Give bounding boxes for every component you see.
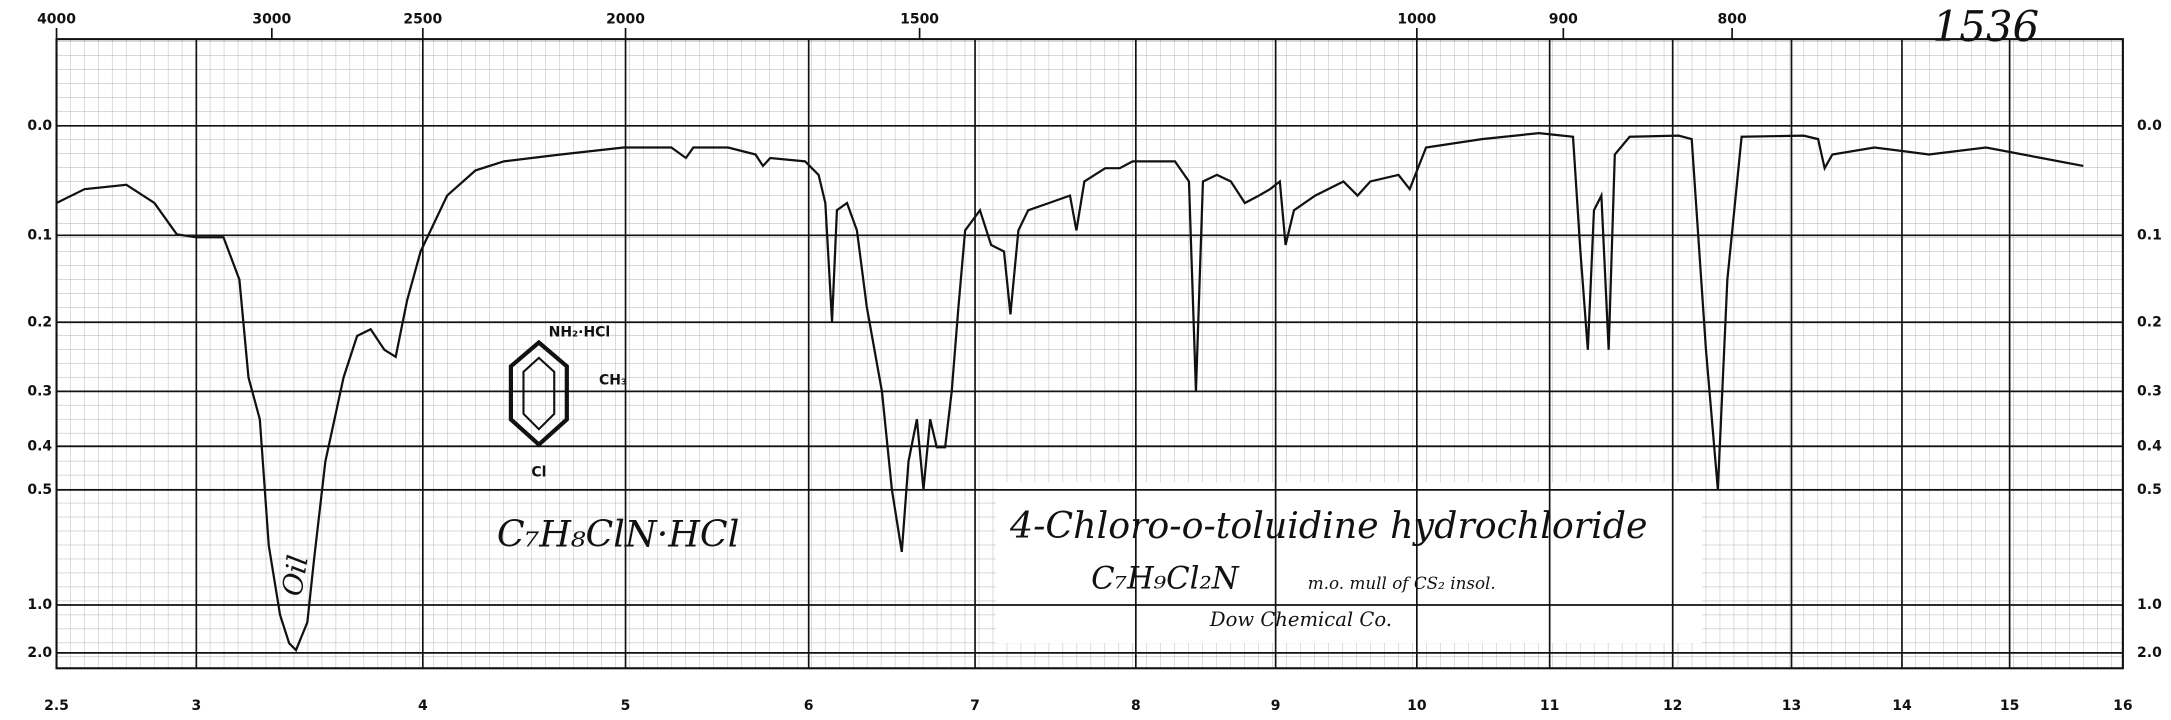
annotation: CH₃ bbox=[599, 372, 627, 388]
y2-tick-label: 0.3 bbox=[2137, 383, 2162, 399]
x2-tick-label: 3000 bbox=[252, 12, 291, 28]
x-tick-label: 14 bbox=[1892, 698, 1912, 714]
x-tick-label: 12 bbox=[1663, 698, 1682, 714]
x-tick-label: 5 bbox=[621, 698, 631, 714]
y2-tick-label: 0.0 bbox=[2137, 118, 2162, 134]
x-tick-label: 16 bbox=[2113, 698, 2132, 714]
x-tick-label: 8 bbox=[1131, 698, 1141, 714]
x-tick-label: 10 bbox=[1407, 698, 1427, 714]
y2-tick-label: 0.4 bbox=[2137, 438, 2162, 454]
y-tick-label: 0.1 bbox=[27, 227, 52, 243]
x-tick-label: 15 bbox=[2000, 698, 2019, 714]
annotation: NH₂·HCl bbox=[549, 325, 611, 341]
x2-tick-label: 800 bbox=[1718, 12, 1747, 28]
x-tick-label: 9 bbox=[1271, 698, 1281, 714]
annotation: 1536 bbox=[1932, 2, 2039, 51]
x2-tick-label: 900 bbox=[1549, 12, 1578, 28]
y-tick-label: 0.3 bbox=[27, 383, 52, 399]
annotation: 4-Chloro-o-toluidine hydrochloride bbox=[1009, 504, 1648, 547]
x2-tick-label: 2500 bbox=[403, 12, 442, 28]
annotation: Oil bbox=[275, 553, 315, 599]
spectrum-line bbox=[56, 131, 2084, 653]
y2-tick-label: 0.1 bbox=[2137, 227, 2162, 243]
y2-tick-label: 1.0 bbox=[2137, 597, 2162, 613]
annotation: Dow Chemical Co. bbox=[1209, 608, 1392, 631]
label-box bbox=[996, 482, 1703, 644]
y2-tick-label: 0.5 bbox=[2137, 482, 2162, 498]
x-tick-label: 13 bbox=[1782, 698, 1801, 714]
y-tick-label: 0.0 bbox=[27, 118, 52, 134]
x-tick-label: 11 bbox=[1540, 698, 1559, 714]
x-tick-label: 2.5 bbox=[44, 698, 69, 714]
y2-tick-label: 2.0 bbox=[2137, 645, 2162, 661]
x-tick-label: 7 bbox=[970, 698, 980, 714]
y-tick-label: 2.0 bbox=[27, 645, 52, 661]
annotation: Cl bbox=[531, 465, 546, 481]
annotation: m.o. mull of CS₂ insol. bbox=[1308, 573, 1496, 593]
x-tick-label: 4 bbox=[418, 698, 428, 714]
benzene-ring bbox=[508, 339, 569, 448]
y2-tick-label: 0.2 bbox=[2137, 314, 2162, 330]
y-tick-label: 0.2 bbox=[27, 314, 52, 330]
y-tick-label: 0.5 bbox=[27, 482, 52, 498]
x2-tick-label: 4000 bbox=[37, 12, 76, 28]
x2-tick-label: 1000 bbox=[1397, 12, 1436, 28]
y-tick-label: 1.0 bbox=[27, 597, 52, 613]
x-tick-label: 6 bbox=[804, 698, 814, 714]
x2-tick-label: 2000 bbox=[606, 12, 645, 28]
annotation: C₇H₈ClN·HCl bbox=[497, 512, 739, 555]
y-tick-label: 0.4 bbox=[27, 438, 52, 454]
benzene-inner bbox=[522, 356, 556, 431]
annotation: C₇H₉Cl₂N bbox=[1091, 561, 1240, 597]
x2-tick-label: 1500 bbox=[900, 12, 939, 28]
x-tick-label: 3 bbox=[191, 698, 201, 714]
